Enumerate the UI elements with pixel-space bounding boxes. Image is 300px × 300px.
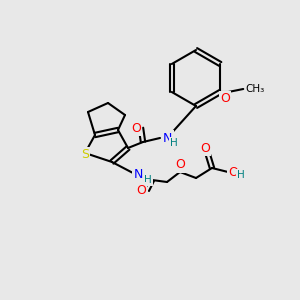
Text: O: O <box>136 184 146 196</box>
Text: S: S <box>81 148 89 161</box>
Text: O: O <box>220 92 230 106</box>
Text: O: O <box>228 166 238 178</box>
Text: H: H <box>170 138 178 148</box>
Text: O: O <box>175 158 185 172</box>
Text: CH₃: CH₃ <box>245 84 265 94</box>
Text: O: O <box>200 142 210 154</box>
Text: O: O <box>131 122 141 134</box>
Text: N: N <box>163 131 172 145</box>
Text: N: N <box>133 169 143 182</box>
Text: H: H <box>237 170 245 180</box>
Text: H: H <box>144 175 152 185</box>
